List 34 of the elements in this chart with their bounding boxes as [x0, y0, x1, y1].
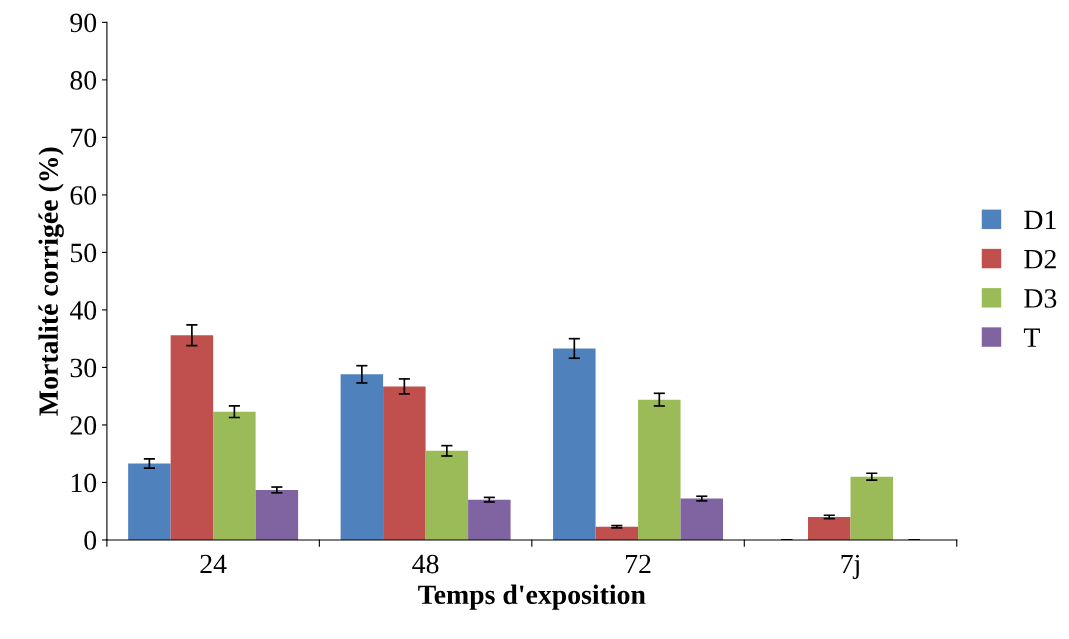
y-tick-label: 80: [70, 71, 97, 90]
x-tick-label: 24: [200, 554, 227, 574]
legend-label: D3: [1024, 289, 1057, 308]
bar: [808, 516, 851, 540]
bar: [850, 476, 894, 540]
bar: [383, 386, 426, 540]
bar: [128, 463, 171, 540]
y-tick-label: 50: [71, 243, 97, 263]
y-tick-label: 40: [69, 301, 97, 320]
legend-label: D1: [1024, 210, 1056, 230]
legend-label: D2: [1024, 249, 1056, 269]
bar: [638, 399, 681, 540]
bar: [340, 374, 384, 540]
bar: [170, 335, 214, 540]
y-axis-title: Mortalité corrigée (%): [38, 147, 64, 416]
bar: [468, 499, 511, 540]
y-tick-label: 0: [84, 531, 97, 550]
bar: [680, 498, 724, 540]
y-tick-label: 30: [70, 358, 97, 378]
x-axis-title: Temps d'exposition: [418, 584, 646, 610]
y-tick-label: 60: [70, 186, 97, 205]
bar: [255, 489, 299, 540]
bar: [425, 450, 469, 540]
y-tick-label: 90: [70, 13, 97, 33]
bar: [553, 348, 596, 540]
y-tick-label: 70: [71, 128, 97, 148]
x-tick-label: 7j: [841, 554, 859, 580]
x-tick-label: 48: [412, 554, 439, 574]
legend-label: T: [1023, 328, 1040, 347]
x-tick-label: 72: [626, 554, 651, 574]
bar: [213, 411, 256, 540]
bar: [595, 526, 639, 540]
y-tick-label: 20: [70, 416, 97, 435]
y-tick-label: 10: [71, 473, 97, 493]
